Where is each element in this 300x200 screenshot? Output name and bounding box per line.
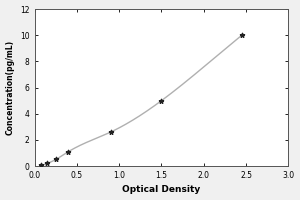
Point (39, 164, 44, 167)
Y-axis label: Concentration(pg/mL): Concentration(pg/mL) (6, 40, 15, 135)
Point (108, 130, 113, 134)
Point (159, 99, 164, 102)
Point (45, 162, 50, 165)
X-axis label: Optical Density: Optical Density (122, 185, 201, 194)
Point (66, 150, 71, 153)
Point (239, 34, 244, 37)
Point (53, 158, 58, 161)
